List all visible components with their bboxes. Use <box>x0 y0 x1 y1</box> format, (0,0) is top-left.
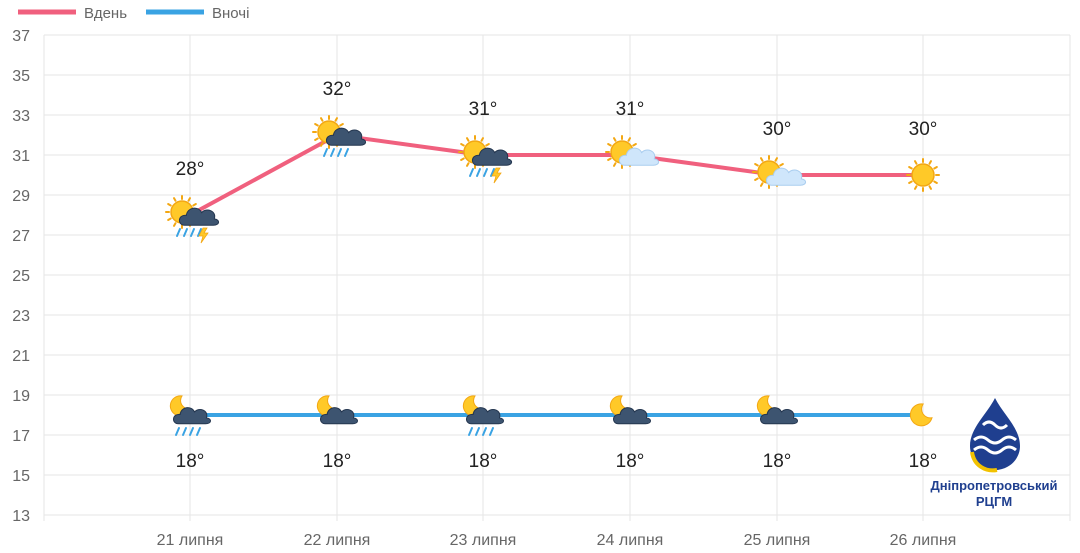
legend-label-night: Вночі <box>212 5 249 22</box>
logo-line2: РЦГМ <box>976 494 1012 509</box>
x-tick-label: 22 липня <box>304 532 371 549</box>
y-tick-label: 27 <box>12 228 30 245</box>
sun-cloud-rain-thunder-icon <box>458 135 513 184</box>
x-tick-label: 25 липня <box>744 532 811 549</box>
y-tick-label: 35 <box>12 68 30 85</box>
sun-rays <box>906 158 940 192</box>
legend-label-day: Вдень <box>84 5 127 22</box>
temp-label-night: 18° <box>176 451 205 472</box>
data-labels: 28° 32° 31° 31° 30° 30° 18° 18° 18° 18° 18° 18° <box>176 79 938 472</box>
temp-label-night: 18° <box>763 451 792 472</box>
temp-label-day: 32° <box>323 79 352 100</box>
moon-icon <box>909 403 933 427</box>
x-tick-label: 21 липня <box>157 532 224 549</box>
temp-label-night: 18° <box>323 451 352 472</box>
y-tick-label: 15 <box>12 468 30 485</box>
logo-line1: Дніпропетровський <box>931 478 1058 493</box>
temp-label-night: 18° <box>909 451 938 472</box>
moon-cloud-icon <box>609 395 651 425</box>
temp-label-day: 31° <box>469 99 498 120</box>
sun-icon <box>906 158 940 192</box>
legend: Вдень Вночі <box>18 5 249 22</box>
temp-label-day: 31° <box>616 99 645 120</box>
y-tick-label: 21 <box>12 348 30 365</box>
x-axis-ticks: 21 липня 22 липня 23 липня 24 липня 25 липня… <box>157 532 957 549</box>
x-tick-label: 26 липня <box>890 532 957 549</box>
y-tick-label: 29 <box>12 188 30 205</box>
moon-cloud-icon <box>316 395 358 425</box>
y-tick-label: 31 <box>12 148 30 165</box>
temp-label-night: 18° <box>469 451 498 472</box>
y-tick-label: 25 <box>12 268 30 285</box>
series-line-day <box>189 133 923 217</box>
y-tick-label: 19 <box>12 388 30 405</box>
y-tick-label: 33 <box>12 108 30 125</box>
logo: Дніпропетровський РЦГМ <box>931 398 1058 509</box>
moon-cloud-icon <box>756 395 798 425</box>
x-tick-label: 23 липня <box>450 532 517 549</box>
legend-item-day[interactable]: Вдень <box>18 5 127 22</box>
weather-icons <box>165 115 940 436</box>
temp-label-night: 18° <box>616 451 645 472</box>
drop-logo-icon <box>970 398 1020 473</box>
legend-item-night[interactable]: Вночі <box>146 5 249 22</box>
y-tick-label: 37 <box>12 28 30 45</box>
moon-cloud-rain-icon <box>169 395 211 436</box>
temp-label-day: 28° <box>176 159 205 180</box>
y-tick-label: 17 <box>12 428 30 445</box>
moon-cloud-rain-icon <box>462 395 504 436</box>
grid <box>43 34 1071 521</box>
temp-label-day: 30° <box>909 119 938 140</box>
sun-cloud-rain-icon <box>312 115 367 157</box>
sun-cloud-rain-thunder-icon <box>165 195 220 244</box>
sun-cloud-icon <box>605 135 660 169</box>
y-tick-label: 23 <box>12 308 30 325</box>
sun-cloud-icon <box>752 155 807 189</box>
y-axis-ticks: 13 15 17 19 21 23 25 27 29 31 33 35 37 <box>12 28 30 525</box>
x-tick-label: 24 липня <box>597 532 664 549</box>
y-tick-label: 13 <box>12 508 30 525</box>
temp-label-day: 30° <box>763 119 792 140</box>
